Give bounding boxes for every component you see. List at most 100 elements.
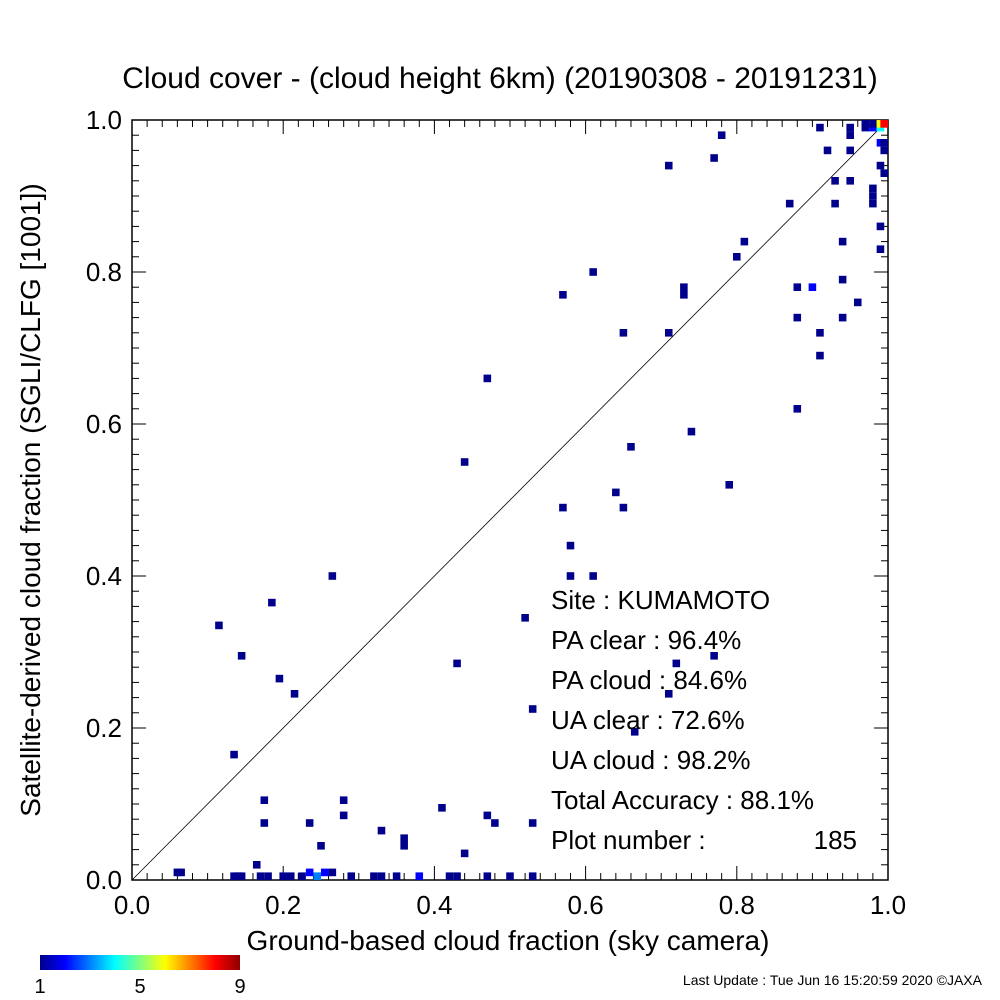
data-point [445, 872, 454, 880]
x-tick-label: 0.2 [265, 890, 301, 920]
data-point [317, 842, 325, 850]
colorbar-gradient [40, 955, 240, 970]
data-point [313, 872, 321, 880]
x-tick-label: 0.4 [416, 890, 452, 920]
data-point [559, 503, 567, 512]
data-point [838, 237, 847, 246]
data-point [664, 690, 673, 698]
data-points [173, 120, 888, 880]
data-point [880, 146, 888, 155]
minor-ticks [132, 120, 888, 880]
x-tick-label: 0.8 [719, 890, 755, 920]
data-point [264, 872, 272, 880]
data-point [483, 872, 492, 880]
data-point [793, 313, 802, 322]
x-tick-labels: 0.0 0.2 0.4 0.6 0.8 1.0 [114, 890, 906, 920]
data-point [831, 177, 839, 185]
data-point [869, 120, 877, 128]
data-point [328, 868, 337, 877]
data-point [415, 872, 424, 880]
data-point [831, 199, 839, 208]
data-point [268, 598, 276, 607]
data-point [630, 728, 639, 736]
chart-title: Cloud cover - (cloud height 6km) (201903… [122, 62, 877, 95]
x-tick-label: 0.6 [568, 890, 604, 920]
data-point [880, 169, 888, 177]
data-point [823, 146, 832, 155]
data-point [392, 872, 401, 880]
data-point [460, 458, 469, 466]
data-point [589, 572, 597, 580]
colorbar-mid-label: 5 [134, 976, 145, 998]
stat-plot-number-value: 185 [814, 825, 857, 855]
data-point [672, 659, 681, 668]
data-point [305, 868, 314, 877]
data-point [816, 351, 824, 360]
data-point [589, 268, 597, 276]
data-point [298, 872, 306, 880]
data-point [491, 819, 499, 827]
stat-ua-clear: UA clear : 72.6% [551, 705, 745, 735]
data-point [256, 872, 265, 880]
data-point [377, 872, 386, 880]
data-point [237, 652, 246, 660]
data-point [627, 443, 635, 451]
data-point [483, 811, 492, 820]
x-tick-label: 0.0 [114, 890, 150, 920]
data-point [460, 849, 469, 858]
data-point [876, 139, 885, 147]
data-point [664, 161, 673, 170]
last-update-footer: Last Update : Tue Jun 16 15:20:59 2020 ©… [683, 972, 983, 988]
data-point [177, 868, 185, 877]
y-tick-labels: 0.0 0.2 0.4 0.6 0.8 1.0 [86, 105, 122, 895]
data-point [260, 796, 269, 804]
data-point [861, 120, 870, 128]
data-point [279, 872, 287, 880]
y-tick-label: 0.0 [86, 865, 122, 895]
data-point [275, 674, 284, 683]
data-point [876, 222, 885, 231]
data-point [876, 161, 885, 170]
data-point [808, 283, 817, 291]
data-point [619, 503, 628, 512]
data-point [876, 245, 885, 253]
data-point [680, 291, 688, 299]
data-point [816, 329, 824, 337]
data-point [680, 283, 688, 291]
data-point [793, 405, 802, 413]
data-point [528, 872, 537, 880]
x-tick-label: 1.0 [870, 890, 906, 920]
data-point [733, 253, 741, 261]
data-point [339, 796, 348, 804]
data-point [612, 488, 620, 497]
data-point [846, 146, 854, 155]
stats-box: Site : KUMAMOTO PA clear : 96.4% PA clou… [551, 585, 857, 855]
data-point [880, 120, 888, 128]
data-point [869, 123, 877, 132]
data-point [846, 123, 854, 132]
data-point [785, 199, 794, 208]
y-tick-label: 0.8 [86, 257, 122, 287]
stat-site: Site : KUMAMOTO [551, 585, 770, 615]
stat-pa-cloud: PA cloud : 84.6% [551, 665, 747, 695]
data-point [328, 572, 337, 580]
colorbar-max-label: 9 [234, 976, 245, 998]
data-point [869, 192, 877, 200]
y-tick-label: 1.0 [86, 105, 122, 135]
data-point [260, 819, 269, 827]
data-point [339, 811, 348, 820]
data-point [880, 139, 888, 147]
data-point [453, 872, 461, 880]
data-point [687, 427, 696, 436]
data-point [321, 868, 329, 877]
data-point [838, 275, 847, 284]
data-point [528, 705, 537, 713]
data-point [816, 123, 824, 132]
data-point [400, 842, 408, 850]
stat-plot-number-label: Plot number : [551, 825, 706, 855]
data-point [853, 298, 862, 307]
data-point [252, 861, 261, 869]
data-point [869, 184, 877, 193]
data-point [230, 750, 238, 759]
data-point [838, 313, 847, 322]
